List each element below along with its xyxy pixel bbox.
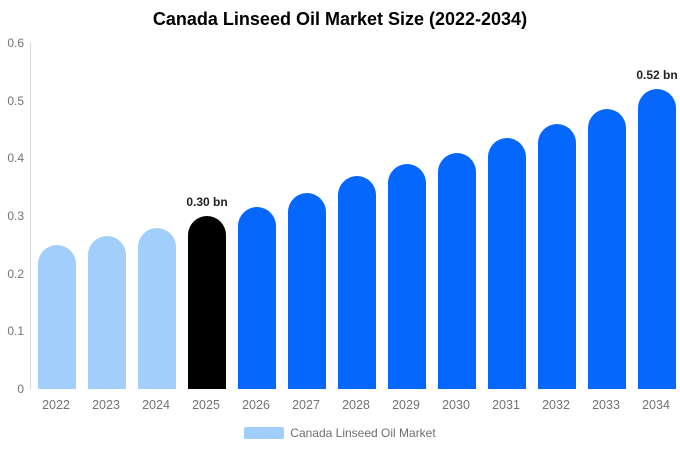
x-axis-label-2028: 2028 [342, 398, 370, 412]
bar-2030[interactable] [438, 152, 476, 389]
x-axis-label-2022: 2022 [42, 398, 70, 412]
plot-area: 0.30 bn 0.52 bn [30, 43, 678, 389]
legend-label: Canada Linseed Oil Market [290, 426, 436, 440]
y-axis-tick-label: 0.2 [7, 266, 24, 281]
bar-2026[interactable] [238, 207, 276, 389]
y-axis-tick-label: 0.6 [7, 36, 24, 50]
x-axis-label-2024: 2024 [142, 398, 170, 412]
bar-2031[interactable] [488, 138, 526, 389]
bar-value-label-2025: 0.30 bn [186, 195, 228, 209]
bar-2029[interactable] [388, 164, 426, 389]
bar-2024[interactable] [138, 227, 176, 389]
x-axis-label-2029: 2029 [392, 398, 420, 412]
y-axis-tick-label: 0.1 [7, 324, 24, 339]
bar-2033[interactable] [588, 109, 626, 389]
bar-2034[interactable] [638, 89, 676, 389]
x-axis-label-2032: 2032 [542, 398, 570, 412]
x-axis-label-2031: 2031 [492, 398, 520, 412]
y-axis-tick-label: 0.4 [7, 151, 24, 166]
x-axis-label-2034: 2034 [642, 398, 670, 412]
y-axis: 0 0.1 0.2 0.3 0.4 0.5 0.6 [0, 36, 24, 396]
bar-2025[interactable] [188, 216, 226, 389]
bar-value-label-2034: 0.52 bn [636, 68, 678, 83]
legend-swatch-icon [244, 427, 285, 439]
bar-2027[interactable] [288, 192, 326, 389]
legend[interactable]: Canada Linseed Oil Market [0, 426, 680, 440]
x-axis: 2022 2023 2024 2025 2026 2027 2028 2029 2030 2031… [0, 397, 680, 413]
bar-2032[interactable] [538, 123, 576, 389]
chart-title: Canada Linseed Oil Market Size (2022-203… [152, 9, 528, 29]
x-axis-label-2025: 2025 [192, 398, 220, 412]
x-axis-label-2030: 2030 [442, 398, 470, 412]
y-axis-tick-label: 0 [17, 382, 24, 396]
x-axis-label-2023: 2023 [92, 398, 120, 412]
bar-2028[interactable] [338, 175, 376, 389]
x-axis-label-2033: 2033 [592, 398, 620, 412]
bar-2023[interactable] [88, 236, 126, 389]
bar-2022[interactable] [38, 244, 76, 389]
y-axis-tick-label: 0.3 [7, 209, 24, 223]
x-axis-label-2026: 2026 [242, 398, 270, 412]
x-axis-label-2027: 2027 [292, 398, 320, 412]
y-axis-tick-label: 0.5 [7, 93, 24, 108]
